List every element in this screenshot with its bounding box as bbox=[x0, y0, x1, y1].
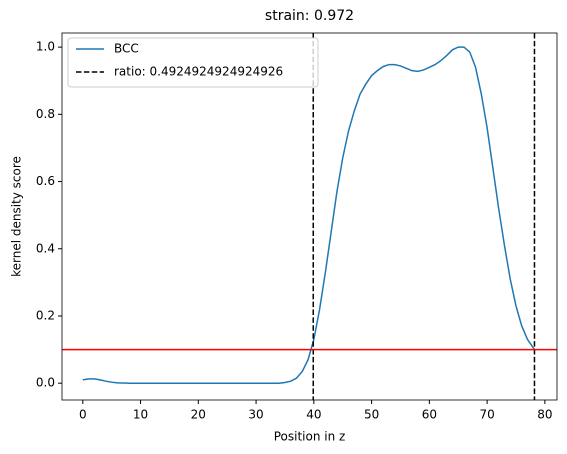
chart-title: strain: 0.972 bbox=[265, 8, 354, 24]
y-tick-label: 0.6 bbox=[36, 174, 55, 188]
y-tick-label: 0.4 bbox=[36, 241, 55, 255]
y-tick-label: 0.2 bbox=[36, 308, 55, 322]
legend-label: ratio: 0.4924924924924926 bbox=[114, 65, 283, 79]
x-tick-label: 60 bbox=[422, 408, 437, 422]
y-tick-label: 1.0 bbox=[36, 40, 55, 54]
x-axis-label: Position in z bbox=[274, 430, 346, 444]
x-tick-label: 50 bbox=[364, 408, 379, 422]
x-tick-label: 30 bbox=[248, 408, 263, 422]
plot-area bbox=[62, 33, 557, 400]
y-axis-label: kernel density score bbox=[10, 156, 24, 277]
axes-frame bbox=[61, 32, 558, 401]
x-tick-label: 70 bbox=[479, 408, 494, 422]
x-tick-label: 10 bbox=[133, 408, 148, 422]
x-tick-label: 20 bbox=[191, 408, 206, 422]
data-line bbox=[82, 46, 536, 384]
x-tick-label: 40 bbox=[306, 408, 321, 422]
x-tick-label: 80 bbox=[537, 408, 552, 422]
x-tick-label: 0 bbox=[79, 408, 87, 422]
y-tick-label: 0.0 bbox=[36, 376, 55, 390]
legend-box bbox=[67, 37, 319, 88]
legend-label: BCC bbox=[114, 42, 139, 56]
y-tick-label: 0.8 bbox=[36, 107, 55, 121]
